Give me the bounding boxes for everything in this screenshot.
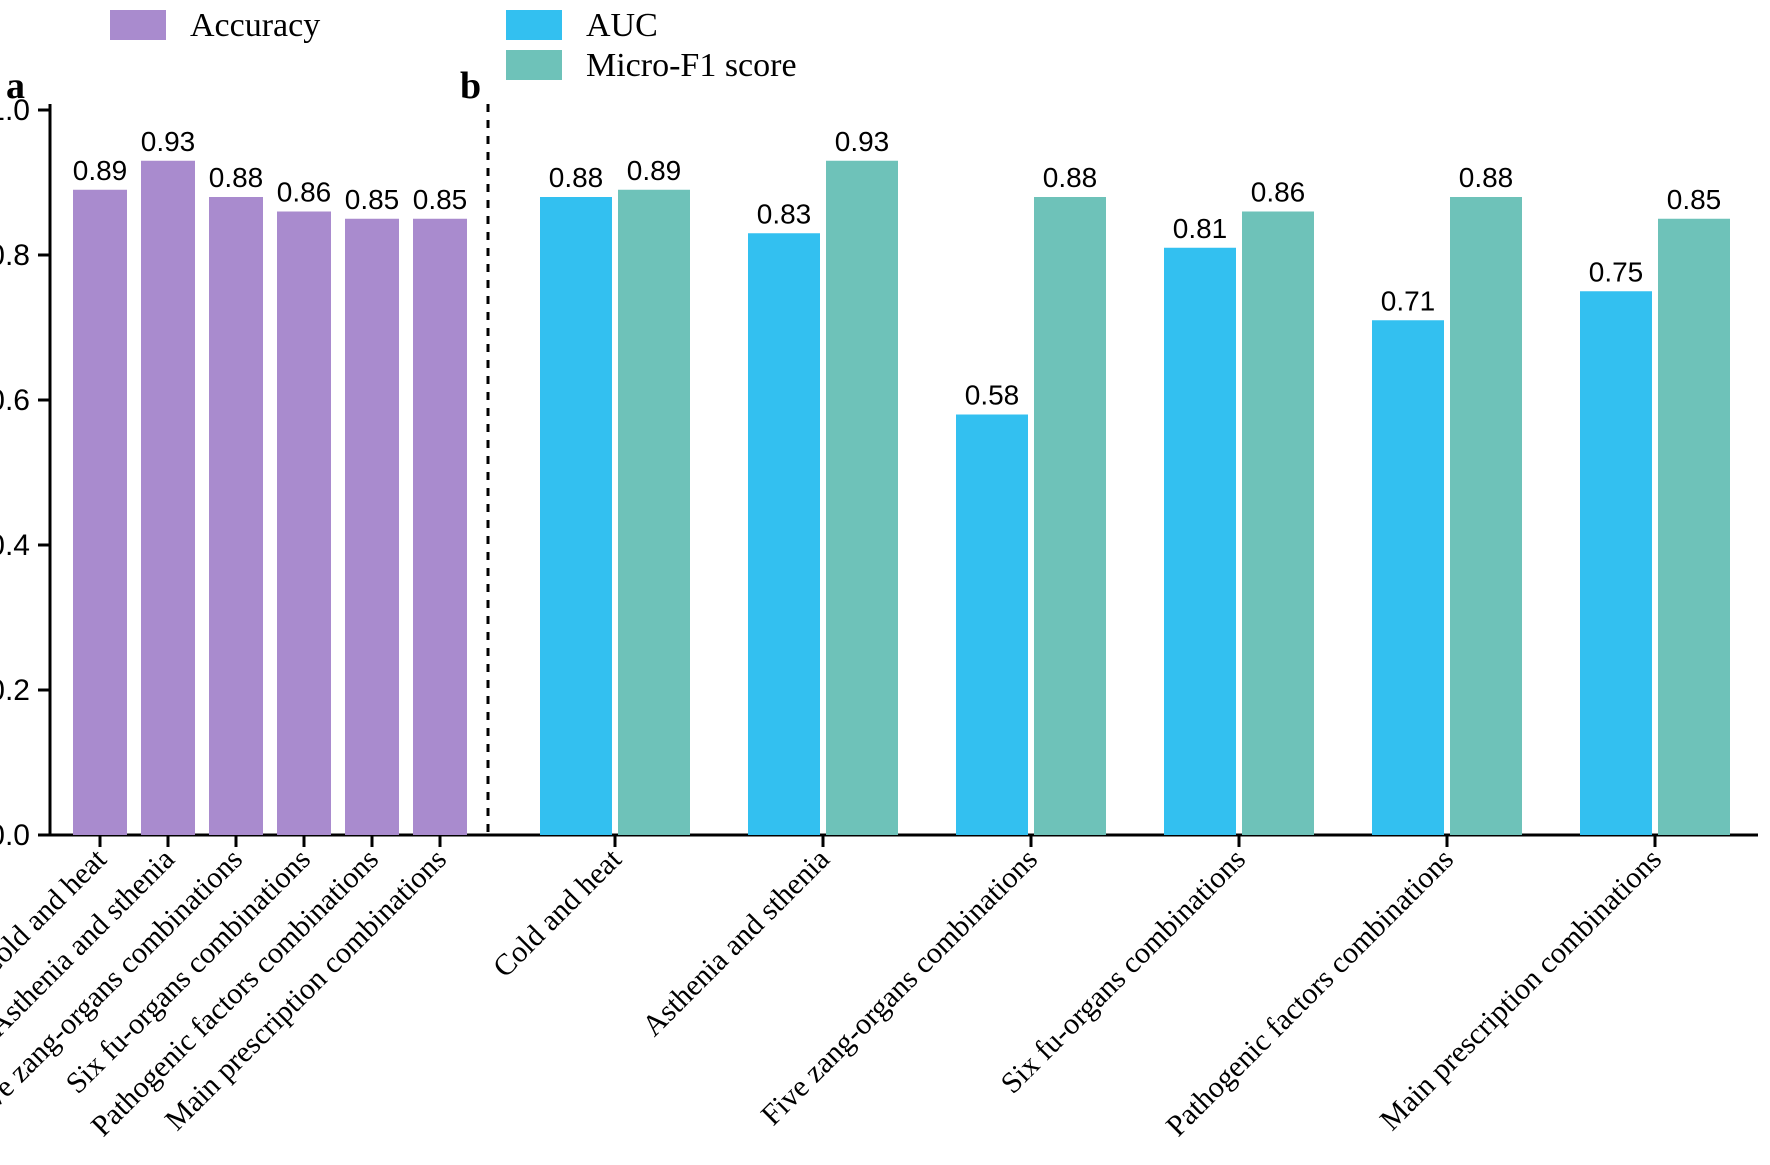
y-tick-label-3: 0.6 (0, 384, 30, 417)
panel-b-bar-auc-2 (956, 415, 1028, 836)
panel-a-value-5: 0.85 (413, 184, 468, 215)
panel-b-bar-auc-1 (748, 233, 820, 835)
y-tick-label-4: 0.8 (0, 239, 30, 272)
legend-swatch-accuracy (110, 10, 166, 40)
panel-b-bar-auc-5 (1580, 291, 1652, 835)
panel-b-value-microf1-2: 0.88 (1043, 162, 1098, 193)
panel-b-bar-microf1-1 (826, 161, 898, 835)
chart-root: AccuracyAUCMicro-F1 scoreab0.00.20.40.60… (0, 0, 1770, 1165)
y-tick-label-5: 1.0 (0, 94, 30, 127)
panel-b-bar-auc-3 (1164, 248, 1236, 835)
panel-a-bar-4 (345, 219, 399, 835)
panel-b-value-auc-3: 0.81 (1173, 213, 1228, 244)
legend-label-microf1: Micro-F1 score (586, 47, 797, 84)
chart-svg: AccuracyAUCMicro-F1 scoreab0.00.20.40.60… (0, 0, 1770, 1165)
panel-b-value-microf1-4: 0.88 (1459, 162, 1514, 193)
panel-b-value-microf1-5: 0.85 (1667, 184, 1722, 215)
panel-b-bar-auc-4 (1372, 320, 1444, 835)
panel-b-value-auc-0: 0.88 (549, 162, 604, 193)
panel-b-value-microf1-3: 0.86 (1251, 177, 1306, 208)
panel-a-bar-5 (413, 219, 467, 835)
panel-a-bar-1 (141, 161, 195, 835)
panel-b-bar-microf1-5 (1658, 219, 1730, 835)
panel-b-value-microf1-1: 0.93 (835, 126, 890, 157)
panel-b-value-auc-5: 0.75 (1589, 256, 1644, 287)
panel-b-bar-microf1-2 (1034, 197, 1106, 835)
y-tick-label-0: 0.0 (0, 819, 30, 852)
legend-label-auc: AUC (586, 7, 658, 44)
panel-b-value-auc-2: 0.58 (965, 380, 1020, 411)
panel-a-value-0: 0.89 (73, 155, 128, 186)
panel-a-value-1: 0.93 (141, 126, 196, 157)
panel-b-bar-microf1-4 (1450, 197, 1522, 835)
y-tick-label-2: 0.4 (0, 529, 30, 562)
panel-a-value-3: 0.86 (277, 177, 332, 208)
panel-label-b: b (460, 65, 481, 107)
panel-b-bar-microf1-0 (618, 190, 690, 835)
panel-b-value-microf1-0: 0.89 (627, 155, 682, 186)
panel-a-bar-2 (209, 197, 263, 835)
legend-label-accuracy: Accuracy (190, 7, 320, 44)
panel-b-bar-auc-0 (540, 197, 612, 835)
legend-swatch-microf1 (506, 50, 562, 80)
panel-a-value-4: 0.85 (345, 184, 400, 215)
legend-swatch-auc (506, 10, 562, 40)
panel-b-value-auc-4: 0.71 (1381, 285, 1436, 316)
panel-a-value-2: 0.88 (209, 162, 264, 193)
panel-a-bar-3 (277, 212, 331, 836)
panel-a-bar-0 (73, 190, 127, 835)
panel-b-value-auc-1: 0.83 (757, 198, 812, 229)
y-tick-label-1: 0.2 (0, 674, 30, 707)
panel-b-bar-microf1-3 (1242, 212, 1314, 836)
